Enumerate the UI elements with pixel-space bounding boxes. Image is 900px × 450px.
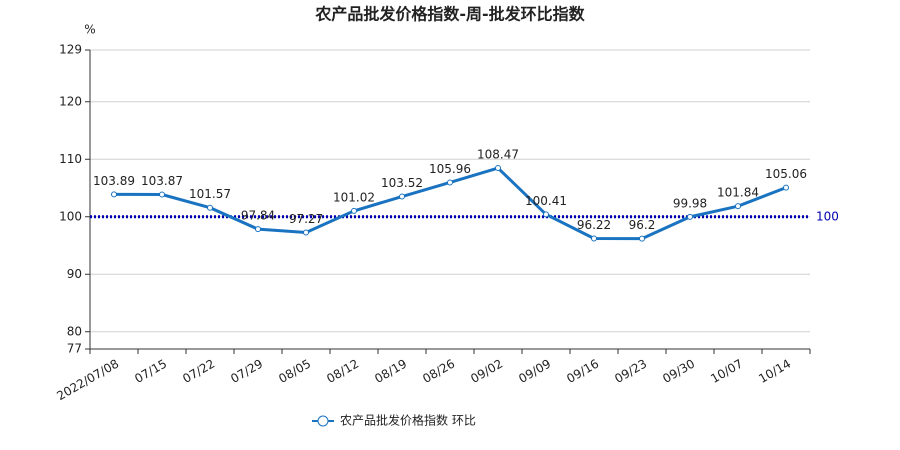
y-tick-label: 80 <box>67 324 82 338</box>
data-label: 99.98 <box>673 196 707 210</box>
legend-label: 农产品批发价格指数 环比 <box>340 413 476 428</box>
legend-marker <box>317 415 329 427</box>
data-point <box>543 211 549 218</box>
data-point <box>255 226 261 233</box>
y-tick-label: 90 <box>67 267 82 281</box>
x-tick-label: 07/29 <box>228 357 265 386</box>
data-point <box>207 204 213 211</box>
data-label: 105.96 <box>429 162 471 176</box>
data-point <box>447 179 453 186</box>
x-tick-label: 09/09 <box>516 357 553 386</box>
data-point <box>783 184 789 191</box>
y-tick-label: 77 <box>67 342 82 356</box>
data-point <box>639 235 645 242</box>
data-point <box>111 191 117 198</box>
y-tick-label: 120 <box>59 94 82 108</box>
x-tick-label: 09/23 <box>612 357 649 386</box>
data-label: 100.41 <box>525 194 567 208</box>
x-tick-label: 07/22 <box>180 357 217 386</box>
y-unit: % <box>84 23 95 37</box>
reference-label: 100 <box>816 209 839 223</box>
x-tick-label: 08/19 <box>372 357 409 386</box>
x-tick-label: 09/30 <box>660 357 697 386</box>
y-tick-label: 129 <box>59 43 82 57</box>
x-tick-label: 10/14 <box>756 357 793 386</box>
data-label: 103.52 <box>381 176 423 190</box>
y-tick-label: 100 <box>59 209 82 223</box>
chart-title: 农产品批发价格指数-周-批发环比指数 <box>314 5 585 24</box>
data-point <box>735 203 741 210</box>
data-point <box>159 191 165 198</box>
x-tick-label: 2022/07/08 <box>54 357 121 404</box>
x-tick-label: 07/15 <box>132 357 169 386</box>
data-label: 105.06 <box>765 167 807 181</box>
data-label: 97.84 <box>241 209 275 223</box>
data-point <box>495 165 501 172</box>
x-tick-label: 09/02 <box>468 357 505 386</box>
data-label: 108.47 <box>477 148 519 162</box>
data-label: 101.84 <box>717 186 759 200</box>
data-label: 96.2 <box>629 218 656 232</box>
x-tick-label: 08/12 <box>324 357 361 386</box>
data-point <box>687 213 693 220</box>
data-point <box>351 207 357 214</box>
data-label: 101.57 <box>189 187 231 201</box>
data-point <box>303 229 309 236</box>
data-label: 97.27 <box>289 212 323 226</box>
data-label: 103.87 <box>141 174 183 188</box>
y-tick-label: 110 <box>59 152 82 166</box>
x-tick-label: 09/16 <box>564 357 601 386</box>
data-point <box>399 193 405 200</box>
data-label: 101.02 <box>333 190 375 204</box>
x-tick-label: 08/26 <box>420 357 457 386</box>
data-label: 103.89 <box>93 174 135 188</box>
data-point <box>591 235 597 242</box>
x-tick-label: 10/07 <box>708 357 745 386</box>
x-tick-label: 08/05 <box>276 357 313 386</box>
data-label: 96.22 <box>577 218 611 232</box>
